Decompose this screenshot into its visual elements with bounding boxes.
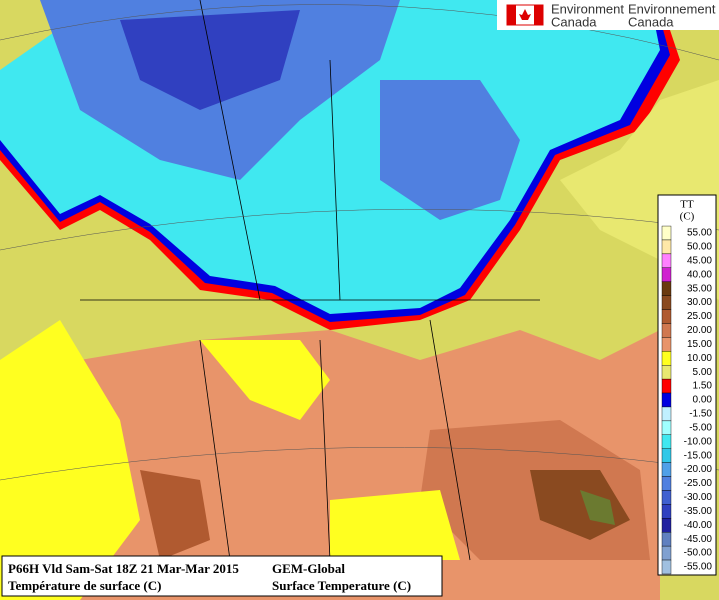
legend-swatch [661, 504, 672, 519]
legend-label: 55.00 [687, 228, 712, 239]
legend-swatch [661, 225, 672, 241]
footer-text: GEM-Global [272, 561, 345, 576]
legend-swatch [661, 545, 672, 561]
legend-label: 0.00 [693, 395, 713, 406]
legend-swatch [661, 434, 672, 449]
legend-label: 30.00 [687, 297, 712, 308]
legend-label: -15.00 [684, 450, 713, 461]
flag-band [507, 5, 516, 25]
legend-label: -25.00 [684, 478, 713, 489]
legend-swatch [661, 462, 672, 477]
legend-swatch [661, 518, 672, 533]
logo: Environment Canada Environnement Canada [497, 0, 719, 30]
footer-box [1, 555, 443, 597]
maple-leaf [519, 9, 531, 20]
legend-swatch [661, 532, 672, 547]
legend-swatch [661, 392, 672, 408]
legend-swatch [661, 378, 672, 394]
legend-swatch [661, 490, 672, 505]
legend-label: 25.00 [687, 311, 712, 322]
legend-swatch [661, 281, 672, 296]
legend-label: 50.00 [687, 242, 712, 253]
logo-text: Environment [551, 1, 624, 16]
borders [0, 0, 719, 561]
legend-swatch [661, 295, 672, 310]
legend-swatch [661, 253, 672, 268]
legend-label: -10.00 [684, 436, 713, 447]
legend-swatch [661, 559, 672, 575]
legend-label: 1.50 [693, 381, 713, 392]
legend-label: -20.00 [684, 464, 713, 475]
legend-label: -45.00 [684, 534, 713, 545]
legend-label: -50.00 [684, 548, 713, 559]
legend-label: 35.00 [687, 283, 712, 294]
legend-swatch [661, 309, 672, 324]
logo-text: Environnement [628, 1, 716, 16]
legend-swatch [661, 476, 672, 491]
legend-title: TT [680, 199, 694, 211]
legend-label: 5.00 [693, 367, 713, 378]
legend-label: 15.00 [687, 339, 712, 350]
legend-title: (C) [680, 211, 695, 223]
legend-label: 40.00 [687, 269, 712, 280]
legend-label: 10.00 [687, 353, 712, 364]
legend-swatch [661, 351, 672, 366]
footer-text: P66H Vld Sam-Sat 18Z 21 Mar-Mar 2015 [8, 561, 239, 576]
legend-label: -35.00 [684, 506, 713, 517]
legend-swatch [661, 239, 672, 255]
legend-swatch [661, 365, 672, 380]
legend-label: -30.00 [684, 492, 713, 503]
legend-swatch [661, 323, 672, 338]
legend-label: 20.00 [687, 325, 712, 336]
legend-swatch [661, 267, 672, 282]
logo-text: Canada [551, 14, 597, 29]
legend-swatch [661, 448, 672, 463]
footer: P66H Vld Sam-Sat 18Z 21 Mar-Mar 2015 Tem… [1, 555, 443, 597]
flag-band [534, 5, 543, 25]
legend-swatch [661, 420, 672, 435]
legend-label: 45.00 [687, 255, 712, 266]
legend: TT (C) 55.00 50.00 45.00 40.00 35.00 30.00 25.… [657, 194, 717, 576]
logo-text: Canada [628, 14, 674, 29]
footer-text: Température de surface (C) [8, 578, 161, 593]
legend-label: -55.00 [684, 562, 713, 573]
legend-swatch [661, 337, 672, 352]
footer-text: Surface Temperature (C) [272, 578, 411, 593]
legend-label: -40.00 [684, 520, 713, 531]
legend-swatch [661, 406, 672, 422]
legend-label: -5.00 [689, 422, 712, 433]
legend-label: -1.50 [689, 409, 712, 420]
